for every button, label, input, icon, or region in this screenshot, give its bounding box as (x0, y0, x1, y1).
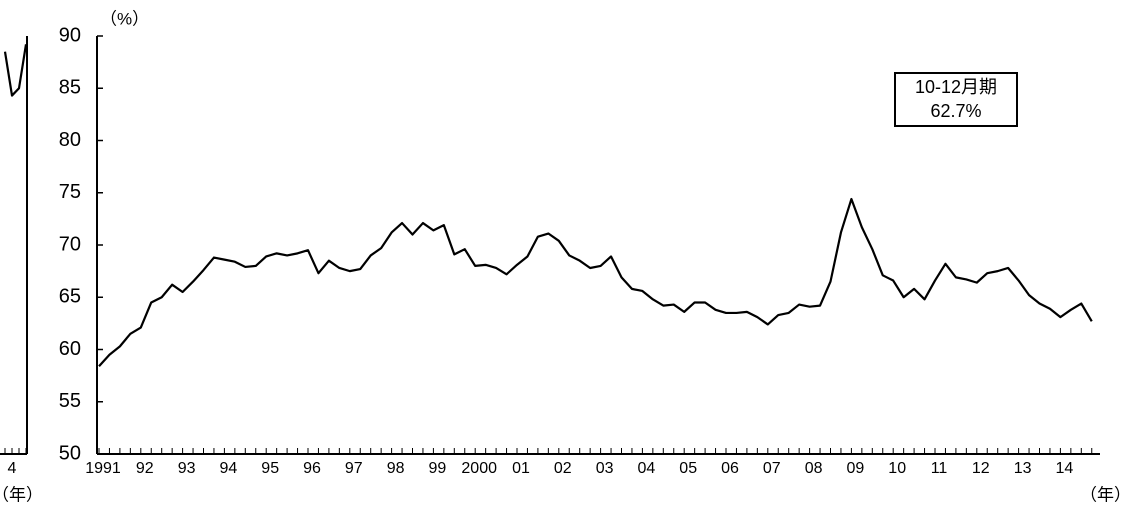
x-tick-label: 96 (303, 460, 321, 477)
x-tick-label: 01 (512, 460, 530, 477)
x-tick-label: 07 (763, 460, 781, 477)
x-tick-label: 99 (429, 460, 447, 477)
x-tick-label: 93 (178, 460, 196, 477)
y-tick-label: 50 (59, 442, 81, 464)
x-tick-label: 06 (721, 460, 739, 477)
x-tick-label: 94 (220, 460, 238, 477)
y-tick-label: 80 (59, 129, 81, 151)
x-tick-label: 92 (136, 460, 154, 477)
x-unit-label: （年） (1080, 485, 1131, 504)
x-tick-label: 95 (261, 460, 279, 477)
x-tick-label: 11 (931, 460, 948, 477)
x-tick-label: 14 (1056, 460, 1074, 477)
x-tick-label: 1991 (85, 460, 121, 477)
x-tick-label: 10 (888, 460, 906, 477)
x-tick-label: 02 (554, 460, 572, 477)
x-tick-label: 4 (8, 460, 17, 477)
annotation-box (894, 72, 1018, 127)
x-tick-label: 09 (847, 460, 865, 477)
x-tick-label: 05 (679, 460, 697, 477)
annotation: 62.7% (930, 101, 981, 121)
x-tick-label: 98 (387, 460, 405, 477)
y-tick-label: 75 (59, 181, 81, 203)
x-tick-label: 04 (638, 460, 656, 477)
x-tick-label: 2000 (461, 460, 497, 477)
x-tick-label: 08 (805, 460, 823, 477)
y-tick-label: 70 (59, 233, 81, 255)
x-tick-label: 03 (596, 460, 614, 477)
x-tick-label: 13 (1014, 460, 1032, 477)
data-line (98, 197, 1093, 367)
x-tick-label: 12 (972, 460, 990, 477)
y-tick-label: 55 (59, 390, 81, 412)
annotation: 10-12月期 (915, 77, 997, 97)
y-tick-label: 90 (59, 24, 81, 46)
y-unit-label: （%） (100, 9, 149, 28)
y-tick-label: 65 (59, 286, 81, 308)
y-tick-label: 85 (59, 77, 81, 99)
data-line (3, 44, 28, 97)
x-tick-label: 97 (345, 460, 363, 477)
y-tick-label: 60 (59, 338, 81, 360)
x-unit-label: （年） (0, 485, 43, 504)
